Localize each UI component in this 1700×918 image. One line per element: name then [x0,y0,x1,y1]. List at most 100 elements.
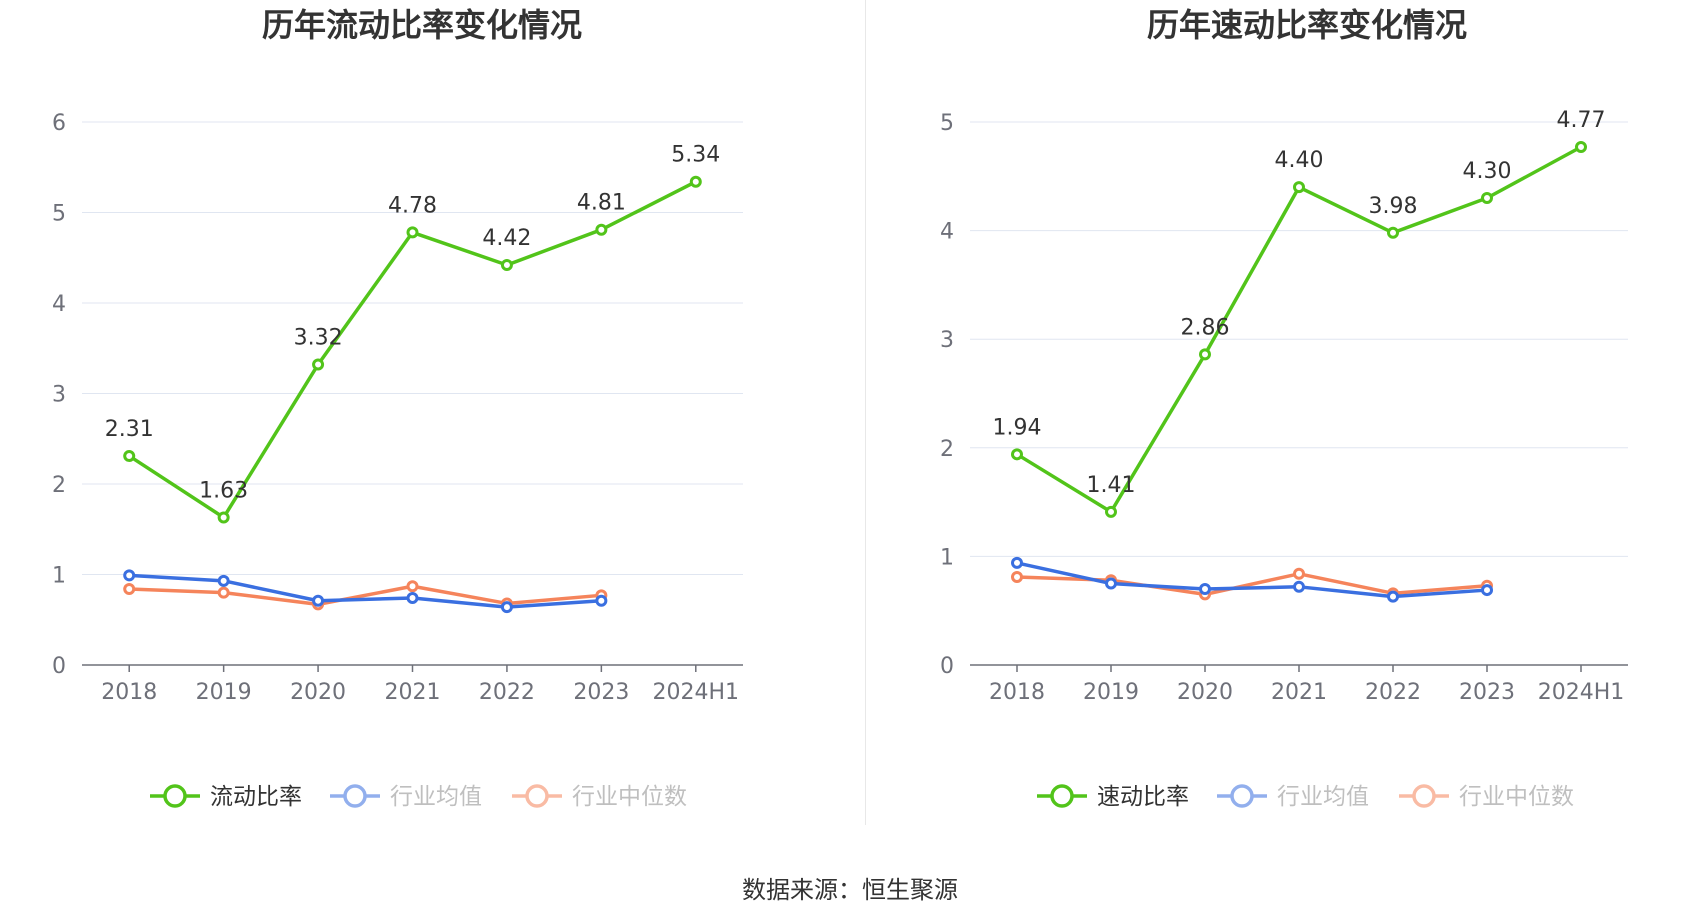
series-line [1016,145,1582,514]
chart-title: 历年速动比率变化情况 [1147,6,1467,44]
data-label: 2.86 [1181,315,1230,340]
series-2 [1011,556,1493,603]
data-label: 5.34 [671,143,720,168]
data-label: 4.77 [1557,108,1606,133]
panel-divider [865,0,866,825]
y-tick-label: 1 [940,545,954,570]
data-label: 2.31 [105,417,154,442]
series-2 [123,569,608,614]
source-label: 数据来源：恒生聚源 [742,876,958,904]
legend-item-3[interactable]: 行业中位数 [1399,784,1574,810]
x-tick-label: 2018 [101,680,157,705]
legend-label: 行业中位数 [572,784,687,810]
data-label: 4.78 [388,193,437,218]
data-point [1011,448,1023,461]
x-tick-label: 2023 [1459,680,1515,705]
data-point [500,258,513,271]
x-tick-label: 2019 [1083,680,1139,705]
series-line [129,584,602,607]
x-tick-label: 2018 [989,680,1045,705]
legend-marker-icon [1050,784,1074,808]
legend-item-2[interactable]: 行业均值 [1217,784,1369,810]
legend-item-2[interactable]: 行业均值 [330,784,482,810]
legend-marker-icon [1412,784,1436,808]
y-tick-label: 2 [52,473,66,498]
series-1: 1.94 1.41 2.86 4.40 3.98 4.30 4.77 [993,108,1606,518]
legend-item-1[interactable]: 流动比率 [150,784,302,810]
data-label: 1.94 [993,415,1042,440]
data-label: 1.41 [1087,473,1136,498]
legend-label: 速动比率 [1097,784,1189,810]
y-tick-label: 3 [940,328,954,353]
data-point [406,580,419,593]
data-point [595,223,608,236]
data-point [1199,582,1211,595]
data-point [689,175,702,188]
legend-item-3[interactable]: 行业中位数 [512,784,687,810]
y-tick-label: 4 [940,220,954,245]
data-point [406,592,419,605]
series-line [1016,561,1488,599]
x-tick-label: 2021 [1271,680,1327,705]
data-point [1481,192,1493,205]
y-tick-label: 0 [940,654,954,679]
legend-marker-icon [163,784,187,808]
data-point [1387,590,1399,603]
chart-title: 历年流动比率变化情况 [262,6,582,44]
y-tick-label: 4 [52,292,66,317]
data-label: 3.32 [294,326,343,351]
data-label: 4.30 [1463,159,1512,184]
y-tick-label: 6 [52,111,66,136]
chart-panel-1: 历年流动比率变化情况 0 1 2 3 4 5 6 2018 2019 2020 2021 2022 202… [52,6,743,810]
data-point [406,226,419,239]
y-tick-label: 1 [52,564,66,589]
legend-marker-icon [343,784,367,808]
y-tick-label: 5 [940,111,954,136]
x-tick-label: 2024H1 [1538,680,1625,705]
y-tick-label: 2 [940,437,954,462]
y-tick-label: 0 [52,654,66,679]
data-label: 1.63 [199,478,248,503]
y-tick-label: 3 [52,383,66,408]
data-point [312,594,325,607]
data-point [1293,181,1305,194]
legend-label: 行业均值 [1277,784,1369,810]
legend-item-1[interactable]: 速动比率 [1037,784,1189,810]
data-label: 4.42 [482,226,531,251]
data-point [1575,140,1587,153]
legend-label: 行业均值 [390,784,482,810]
data-point [1293,580,1305,593]
data-point [1387,226,1399,239]
data-point [217,574,230,587]
x-tick-label: 2022 [1365,680,1421,705]
data-point [1105,505,1117,518]
x-tick-label: 2020 [1177,680,1233,705]
x-tick-label: 2020 [290,680,346,705]
data-point [123,569,136,582]
data-label: 3.98 [1369,194,1418,219]
legend-marker-icon [1230,784,1254,808]
data-point [1293,567,1305,580]
y-tick-label: 5 [52,202,66,227]
x-tick-label: 2021 [385,680,441,705]
data-point [1481,584,1493,597]
data-point [312,358,325,371]
x-tick-label: 2023 [573,680,629,705]
data-point [500,601,513,614]
data-point [1105,577,1117,590]
legend-label: 行业中位数 [1459,784,1574,810]
x-tick-label: 2024H1 [653,680,740,705]
legend-marker-icon [525,784,549,808]
data-point [217,511,230,524]
data-point [123,449,136,462]
data-point [1011,556,1023,569]
data-point [1011,571,1023,584]
x-tick-label: 2022 [479,680,535,705]
data-point [123,582,136,595]
data-point [1199,348,1211,361]
series-line [129,573,602,609]
data-point [217,586,230,599]
chart-panel-2: 历年速动比率变化情况 0 1 2 3 4 5 2018 2019 2020 2021 2022 2023… [940,6,1628,810]
legend-label: 流动比率 [210,784,302,810]
